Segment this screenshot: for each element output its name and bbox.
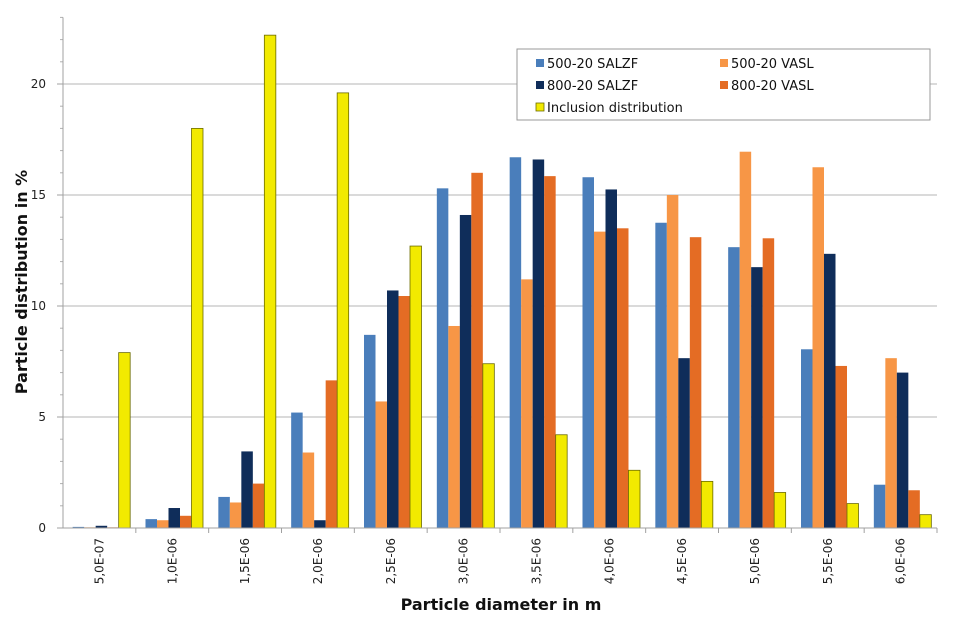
bar-inclusion-distribution (773, 492, 787, 529)
y-tick-label: 15 (31, 188, 46, 202)
bar-800-20-salzf (678, 358, 690, 528)
bar-500-20-salzf (436, 188, 449, 528)
bar-800-20-vasl (325, 380, 338, 528)
bar-500-20-salzf (582, 177, 594, 529)
bar-500-20-vasl (229, 502, 242, 528)
x-tick-label: 1,0E-06 (165, 538, 179, 584)
legend-swatch (536, 59, 544, 67)
bar-inclusion-distribution (482, 363, 495, 529)
x-tick-label: 3,0E-06 (457, 538, 471, 584)
y-tick-label: 5 (38, 410, 46, 424)
x-tick-label: 4,5E-06 (675, 538, 689, 584)
bar-500-20-vasl (739, 151, 752, 528)
bar-800-20-salzf (95, 525, 108, 528)
bar-500-20-salzf (72, 526, 85, 528)
bar-800-20-salzf (532, 159, 545, 529)
bar-500-20-salzf (873, 484, 886, 528)
y-tick-label: 20 (31, 77, 46, 91)
bar-500-20-vasl (302, 452, 315, 528)
legend-label: 500-20 SALZF (547, 57, 638, 72)
legend-swatch (720, 59, 728, 67)
bar-800-20-salzf (168, 508, 180, 528)
legend-label: 500-20 VASL (731, 57, 814, 72)
bar-800-20-salzf (896, 372, 909, 528)
bar-500-20-salzf (218, 496, 230, 528)
y-axis-title: Particle distribution in % (12, 170, 31, 394)
bar-inclusion-distribution (409, 245, 422, 529)
legend-swatch (536, 81, 544, 89)
bar-inclusion-distribution (336, 92, 350, 529)
x-tick-label: 5,0E-06 (748, 538, 762, 584)
x-tick-label: 5,5E-06 (821, 538, 835, 584)
x-tick-label: 6,0E-06 (894, 538, 908, 584)
bar-inclusion-distribution (700, 480, 714, 529)
bar-500-20-vasl (594, 231, 606, 528)
bar-inclusion-distribution (118, 352, 131, 529)
bar-800-20-salzf (314, 520, 326, 528)
x-tick-label: 1,5E-06 (238, 538, 252, 584)
x-tick-label: 3,5E-06 (529, 538, 543, 584)
bar-inclusion-distribution (919, 514, 932, 529)
bar-500-20-salzf (728, 247, 740, 529)
bar-800-20-vasl (762, 238, 775, 529)
bars (72, 34, 932, 529)
bar-500-20-salzf (509, 157, 522, 528)
bar-800-20-salzf (605, 189, 617, 528)
legend-label: 800-20 VASL (731, 79, 814, 94)
bar-inclusion-distribution (555, 434, 568, 529)
bar-500-20-vasl (375, 401, 387, 528)
x-tick-labels: 5,0E-07 1,0E-06 1,5E-06 2,0E-06 2,5E-06 3,0E-… (92, 528, 938, 584)
bar-inclusion-distribution (628, 469, 641, 529)
bar-inclusion-distribution (846, 503, 859, 529)
bar-inclusion-distribution (191, 127, 204, 529)
y-tick-label: 10 (31, 299, 46, 313)
bar-inclusion-distribution (263, 34, 277, 529)
bar-800-20-vasl (908, 490, 920, 528)
bar-800-20-vasl (617, 228, 629, 529)
legend-label: 800-20 SALZF (547, 79, 638, 94)
bar-800-20-salzf (751, 267, 763, 528)
bar-800-20-vasl (544, 176, 556, 528)
bar-500-20-vasl (521, 279, 533, 528)
bar-500-20-salzf (145, 519, 157, 528)
y-tick-label: 0 (38, 521, 46, 535)
bar-800-20-vasl (252, 483, 265, 528)
bar-800-20-vasl (689, 237, 702, 528)
x-axis-title: Particle diameter in m (401, 595, 602, 614)
bar-500-20-salzf (364, 334, 376, 528)
bar-500-20-vasl (666, 195, 679, 528)
legend-swatch (720, 81, 728, 89)
bar-500-20-salzf (655, 222, 667, 528)
x-tick-label: 2,5E-06 (384, 538, 398, 584)
y-tick-labels: 0 5 10 15 20 (31, 77, 46, 535)
bar-800-20-vasl (180, 515, 192, 528)
bar-800-20-salzf (241, 451, 253, 528)
legend-label: Inclusion distribution (547, 101, 683, 116)
x-tick-label: 5,0E-07 (92, 538, 106, 584)
legend-swatch (535, 102, 545, 112)
bar-800-20-salzf (824, 253, 836, 528)
bar-500-20-vasl (157, 520, 169, 528)
x-tick-label: 2,0E-06 (311, 538, 325, 584)
bar-500-20-salzf (801, 349, 813, 528)
bar-800-20-vasl (835, 365, 847, 528)
bar-800-20-vasl (398, 296, 410, 528)
bar-500-20-vasl (812, 167, 824, 528)
legend: 500-20 SALZF 500-20 VASL 800-20 SALZF 800-2… (516, 48, 931, 121)
bar-500-20-vasl (448, 325, 460, 528)
bar-500-20-vasl (885, 358, 897, 528)
x-tick-label: 4,0E-06 (602, 538, 616, 584)
bar-800-20-vasl (471, 172, 483, 529)
bar-800-20-salzf (387, 290, 399, 528)
bar-800-20-salzf (459, 214, 472, 529)
bar-500-20-salzf (291, 412, 303, 528)
